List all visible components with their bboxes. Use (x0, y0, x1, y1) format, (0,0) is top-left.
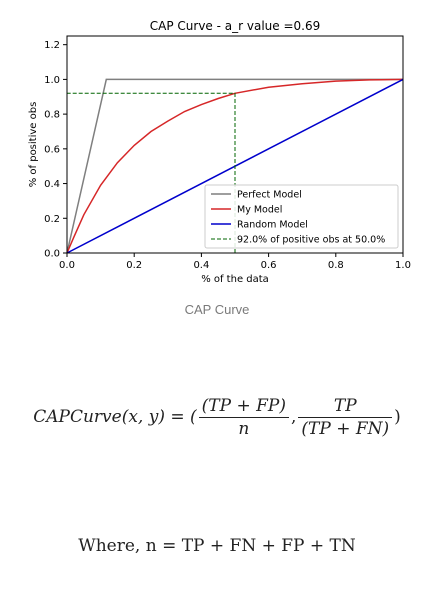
fraction-1-denominator: n (238, 419, 250, 439)
x-tick-label-1: 0.2 (126, 260, 142, 271)
y-tick-label-3: 0.6 (44, 144, 60, 155)
x-axis-label: % of the data (201, 274, 269, 285)
chart-title: CAP Curve - a_r value =0.69 (150, 19, 320, 33)
x-tick-label-2: 0.4 (193, 260, 209, 271)
legend-label-0: Perfect Model (237, 190, 302, 201)
y-tick-label-4: 0.8 (44, 110, 60, 121)
plot-frame (66, 35, 404, 254)
formula-close-paren: ) (394, 407, 401, 427)
chart-caption: CAP Curve (184, 302, 250, 317)
y-tick-label-2: 0.4 (44, 179, 60, 190)
series-line-1 (66, 78, 404, 254)
x-tick-label-3: 0.6 (261, 260, 277, 271)
n-definition-formula: Where, n = TP + FN + FP + TN (78, 536, 356, 556)
cap-curve-formula: CAPCurve(x, y) = ((TP + FP) n, TP (TP + FN)… (0, 396, 434, 439)
formula-lhs: CAPCurve(x, y) = ( (33, 407, 197, 427)
formula-separator: , (290, 407, 297, 427)
fraction-2: TP (TP + FN) (298, 396, 393, 439)
series-line-0 (66, 78, 403, 254)
chart: CAP Curve - a_r value =0.69 0.0 0.2 0.4 0.6 0… (28, 19, 411, 285)
y-tick-label-0: 0.0 (44, 249, 60, 260)
y-tick-label-1: 0.2 (44, 214, 60, 225)
legend-label-2: Random Model (237, 220, 308, 231)
x-tick-label-0: 0.0 (59, 260, 75, 271)
series-line-3 (67, 92, 236, 253)
fraction-2-denominator: (TP + FN) (301, 419, 390, 439)
legend-box (204, 184, 399, 249)
fraction-2-numerator: TP (298, 396, 393, 418)
legend-label-1: My Model (237, 205, 282, 216)
fraction-1: (TP + FP) n (198, 396, 289, 439)
x-tick-label-5: 1.0 (395, 260, 411, 271)
legend-label-3: 92.0% of positive obs at 50.0% (237, 235, 385, 246)
cap-chart-svg: CAP Curve - a_r value =0.69 0.0 0.2 0.4 0.6 0… (28, 19, 411, 285)
y-tick-label-6: 1.2 (44, 40, 60, 51)
fraction-1-numerator: (TP + FP) (198, 396, 289, 418)
x-tick-label-4: 0.8 (328, 260, 344, 271)
y-axis-label: % of positive obs (28, 102, 39, 188)
y-tick-label-5: 1.0 (44, 75, 60, 86)
